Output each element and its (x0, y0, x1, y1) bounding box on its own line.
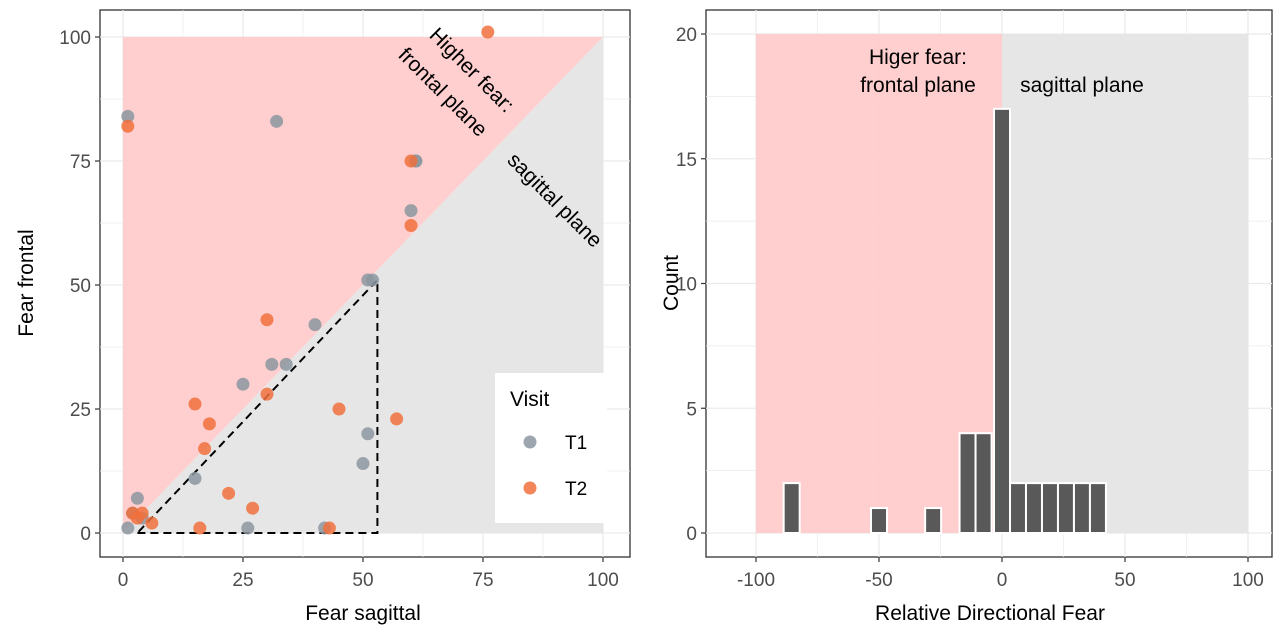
scatter-region-sagittal (123, 37, 603, 533)
scatter-y-axis-title: Fear frontal (15, 229, 38, 336)
scatter-point-t1 (279, 357, 293, 371)
scatter-y-tick-label: 75 (70, 152, 91, 173)
scatter-point-t2 (404, 154, 418, 168)
scatter-point-t2 (193, 521, 207, 535)
scatter-x-tick-label: 50 (352, 570, 373, 591)
scatter-y-tick-label: 100 (59, 28, 91, 49)
scatter-legend: Visit T1 T2 (495, 373, 607, 523)
scatter-point-t2 (188, 397, 202, 411)
histogram-x-tick-label: -50 (865, 570, 892, 591)
scatter-point-t2 (135, 506, 149, 520)
histogram-region-sagittal (1002, 34, 1248, 533)
legend-label-t2: T2 (565, 479, 587, 500)
histogram-bar (870, 507, 888, 534)
histogram-x-tick-label: 0 (997, 570, 1008, 591)
histogram-bar (1088, 482, 1107, 535)
histogram-bars (782, 107, 1107, 535)
scatter-x-tick-label: 100 (587, 570, 619, 591)
scatter-point-t2 (246, 501, 260, 515)
histogram-annotation-left-line2: frontal plane (860, 74, 976, 97)
scatter-point-t2 (260, 313, 274, 327)
scatter-point-t1 (308, 318, 322, 332)
histogram-x-tick-label: -100 (737, 570, 775, 591)
scatter-point-t1 (366, 273, 380, 287)
scatter-point-t2 (481, 25, 495, 39)
scatter-y-tick-label: 25 (70, 400, 91, 421)
scatter-y-ticks: 0 25 50 75 100 (59, 28, 100, 545)
histogram-bar (958, 432, 977, 535)
histogram-y-tick-label: 20 (676, 25, 697, 46)
scatter-x-ticks: 0 25 50 75 100 (118, 557, 619, 591)
histogram-panel: -100 -50 0 50 100 0 5 10 15 20 Higer fear: front… (660, 9, 1273, 625)
scatter-x-axis-title: Fear sagittal (305, 602, 421, 625)
scatter-point-t2 (404, 218, 418, 232)
histogram-bar (993, 107, 1011, 534)
scatter-point-t2 (260, 387, 274, 401)
histogram-annotation-left-line1: Higer fear: (869, 46, 967, 69)
histogram-bar (1056, 482, 1075, 535)
histogram-y-ticks: 0 5 10 15 20 (676, 25, 706, 545)
legend-key-t2 (523, 481, 537, 495)
legend-label-t1: T1 (565, 433, 587, 454)
scatter-regions (123, 37, 603, 533)
scatter-point-t2 (121, 119, 135, 133)
scatter-point-t2 (145, 516, 159, 530)
histogram-x-axis-title: Relative Directional Fear (875, 602, 1105, 625)
histogram-bar (1024, 482, 1043, 535)
histogram-y-tick-label: 10 (676, 275, 697, 296)
histogram-regions (756, 34, 1248, 533)
scatter-point-t2 (332, 402, 346, 416)
legend-title: Visit (510, 388, 549, 411)
histogram-y-axis-title: Count (660, 255, 683, 311)
scatter-point-t2 (322, 521, 336, 535)
scatter-x-tick-label: 25 (232, 570, 253, 591)
legend-key-t1 (523, 435, 537, 449)
histogram-x-ticks: -100 -50 0 50 100 (737, 557, 1264, 591)
histogram-y-tick-label: 15 (676, 150, 697, 171)
scatter-point-t1 (121, 521, 135, 535)
scatter-dashed-triangle (135, 277, 379, 534)
scatter-plot-border (99, 9, 631, 558)
scatter-point-t1 (361, 427, 375, 441)
scatter-y-tick-label: 0 (80, 524, 91, 545)
dashed-triangle (135, 277, 379, 534)
histogram-y-tick-label: 0 (686, 524, 697, 545)
scatter-point-t1 (130, 491, 144, 505)
histogram-y-tick-label: 5 (686, 399, 697, 420)
scatter-point-t1 (404, 204, 418, 218)
histogram-annotation-right: sagittal plane (1020, 74, 1144, 97)
scatter-point-t2 (390, 412, 404, 426)
scatter-point-t1 (265, 357, 279, 371)
scatter-x-tick-label: 75 (472, 570, 493, 591)
histogram-bar (1008, 482, 1027, 535)
scatter-point-t1 (236, 377, 250, 391)
histogram-bar (974, 432, 993, 535)
scatter-point-t2 (202, 417, 216, 431)
scatter-point-t1 (188, 471, 202, 485)
histogram-x-tick-label: 50 (1114, 570, 1135, 591)
scatter-point-t1 (356, 457, 370, 471)
histogram-bar (1072, 482, 1091, 535)
histogram-x-tick-label: 100 (1232, 570, 1264, 591)
scatter-point-t2 (222, 486, 236, 500)
scatter-x-tick-label: 0 (118, 570, 129, 591)
scatter-points (121, 25, 495, 535)
histogram-bar (782, 482, 801, 535)
legend-background (495, 373, 607, 523)
scatter-y-tick-label: 50 (70, 276, 91, 297)
scatter-point-t1 (241, 521, 255, 535)
histogram-bar (1040, 482, 1059, 535)
scatter-point-t2 (198, 442, 212, 456)
scatter-point-t1 (270, 114, 284, 128)
scatter-point-t1 (121, 109, 135, 123)
histogram-bar (924, 507, 943, 534)
